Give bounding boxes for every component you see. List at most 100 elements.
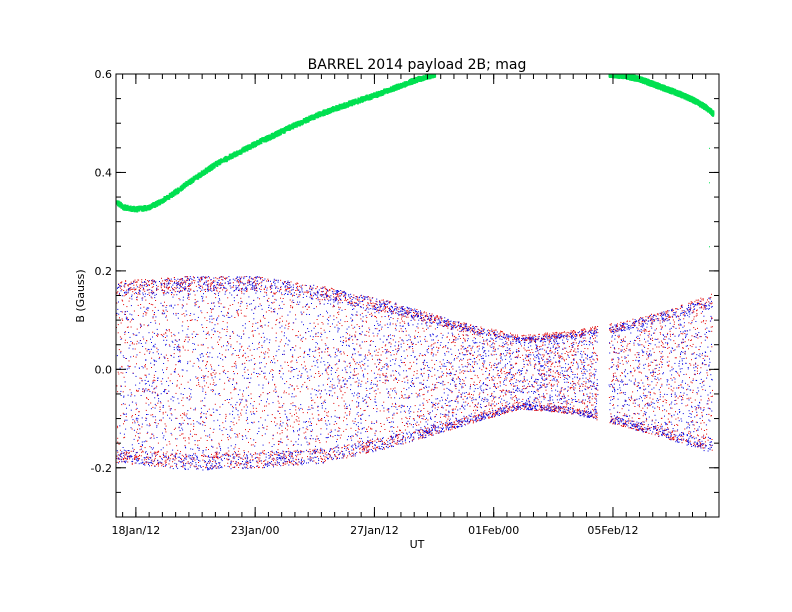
data-point [216,455,218,457]
data-point [293,421,295,423]
data-point [583,351,585,353]
data-point [668,413,669,415]
data-point [286,320,288,322]
data-point [160,334,162,335]
data-point [392,323,394,325]
data-point [425,322,427,324]
data-point [269,455,271,457]
data-point [375,317,377,319]
data-point [450,342,452,344]
data-point [349,302,351,304]
data-point [450,326,452,327]
data-point [535,410,537,411]
data-point [381,328,382,330]
data-point [413,361,415,363]
data-point [670,437,672,439]
data-point [359,365,361,367]
data-point [250,288,252,290]
data-point [421,318,423,320]
data-point [401,381,403,382]
data-point [301,364,303,366]
data-point [133,280,135,282]
data-point [166,367,168,369]
data-point [267,461,269,463]
data-point [317,396,318,398]
data-point [463,322,465,324]
data-point [437,406,439,408]
data-point [196,320,198,322]
data-point [686,439,687,441]
data-point [678,374,680,376]
data-point [184,440,186,442]
data-point [122,319,124,321]
data-point [166,315,167,317]
data-point [233,362,235,364]
data-point [129,452,130,454]
data-point [644,329,646,331]
data-point [165,429,166,431]
data-point [642,407,644,409]
data-point [493,354,495,356]
data-point [338,360,340,362]
data-point [431,395,433,397]
data-point [401,431,403,433]
data-point [305,368,307,370]
data-point [510,332,511,334]
data-point [236,382,238,384]
data-point [690,421,692,422]
data-point [369,440,371,442]
data-point [260,394,262,396]
data-point [254,467,255,469]
data-point [356,324,358,326]
data-point [482,331,484,332]
data-point [478,415,480,417]
data-point [572,408,574,410]
data-point [301,457,303,459]
data-point [469,421,471,423]
data-point [426,430,428,432]
data-point [695,315,697,317]
data-point [432,321,434,323]
data-point [660,417,662,419]
data-point [182,433,184,435]
data-point [398,341,400,343]
data-point [238,419,240,421]
data-point [634,380,636,382]
data-point [506,410,508,412]
data-point [246,291,248,292]
data-point [572,332,574,334]
data-point [617,423,619,425]
data-point [232,282,234,284]
data-point [262,410,263,412]
data-point [190,423,192,425]
data-point [266,425,268,427]
data-point [234,317,236,318]
data-point [227,439,229,441]
data-point [453,324,455,326]
data-point [589,380,591,382]
data-point [469,369,471,371]
data-point [144,447,146,449]
data-point [324,420,326,422]
data-point [496,411,497,413]
data-point [681,342,683,344]
data-point [161,334,163,336]
data-point [259,460,261,462]
data-point [463,324,465,326]
data-point [124,333,126,335]
data-point [701,363,703,365]
data-point [339,298,340,300]
data-point [159,356,161,358]
data-point [165,457,167,459]
data-point [307,412,308,414]
data-point [350,455,352,457]
data-point [690,381,692,383]
data-point [130,326,132,328]
data-point [374,315,376,317]
data-point [271,451,273,453]
data-point [471,329,473,331]
data-point [202,456,204,457]
data-point [643,429,645,430]
data-point [236,280,238,282]
data-point [430,317,432,319]
